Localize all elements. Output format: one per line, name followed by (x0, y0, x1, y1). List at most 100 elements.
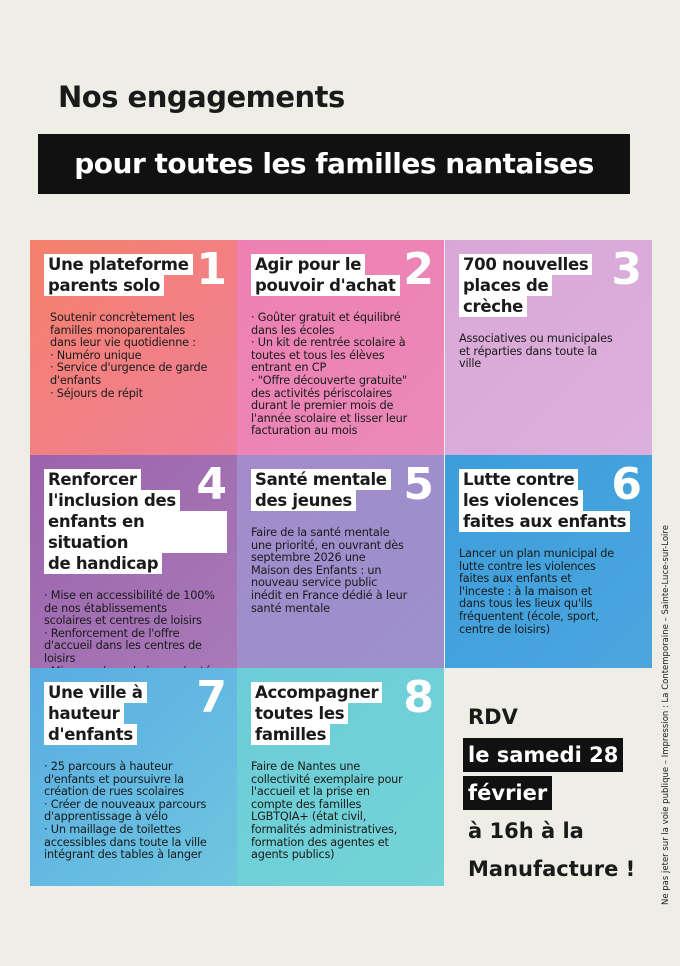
card-body-line: fréquentent (école, sport, (459, 609, 599, 623)
rdv: RDV le samedi 28 février à 16h à la Manufact… (463, 700, 640, 890)
card-body-line: scolaires et centres de loisirs (44, 614, 202, 628)
card-body-line: inédit en France dédié à leur (251, 588, 408, 602)
card-body-line: · Un maillage de toilettes (44, 822, 181, 836)
card-body-line: centre de loisirs) (459, 622, 550, 636)
rdv-line: le samedi 28 (463, 738, 624, 772)
card-body-line: · Séjours de répit (50, 386, 143, 400)
card-title-line: 700 nouvelles (459, 254, 593, 275)
card-body-line: toutes et tous les élèves (251, 348, 385, 362)
card: 2 Agir pour le pouvoir d'achat · Goûter gra… (237, 240, 444, 455)
card-body-line: faites aux enfants et (459, 572, 572, 586)
card-body-line: Soutenir concrètement les (50, 311, 195, 324)
card-body-line: · Mise en place de jeux adaptés (44, 665, 227, 668)
card-title-line: places de (459, 275, 553, 296)
card-title-line: Une plateforme (44, 254, 193, 275)
card-number: 8 (403, 672, 434, 723)
card-body-line: Associatives ou municipales (459, 332, 613, 345)
card-body-line: ville (459, 357, 482, 371)
card: 1 Une plateforme parents solo Soutenir conc… (30, 240, 237, 455)
card-title-line: toutes les (251, 703, 349, 724)
card-title-line: l'inclusion des (44, 490, 180, 511)
card: 5 Santé mentale des jeunes Faire de la sant… (237, 455, 444, 668)
card: 3 700 nouvelles places de crèche Associative… (445, 240, 652, 455)
rdv-line: février (463, 776, 553, 810)
card-body-line: d'enfants (50, 373, 101, 387)
card-body: · Goûter gratuit et équilibré dans les éc… (251, 311, 434, 438)
card-body-line: lutte contre les violences (459, 559, 596, 573)
card: 4 Renforcer l'inclusion des enfants en situ… (30, 455, 237, 668)
card: 6 Lutte contre les violences faites aux enf… (445, 455, 652, 668)
card-number: 2 (403, 244, 434, 295)
card-number: 7 (196, 672, 227, 723)
card-number: 4 (196, 459, 227, 510)
card-title-line: d'enfants (44, 724, 137, 745)
card-body: · 25 parcours à hauteur d'enfants et pour… (44, 760, 227, 862)
card-body-line: loisirs (44, 651, 76, 665)
card-body-line: Lancer un plan municipal de (459, 547, 615, 560)
card-body-line: Maison des Enfants : un (251, 563, 382, 577)
card-body-line: santé mentale (251, 601, 330, 615)
card-title-line: enfants en situation (44, 511, 227, 553)
card-title-line: Santé mentale (251, 469, 391, 490)
card-body-line: durant le premier mois de (251, 399, 394, 413)
card-title-line: les violences (459, 490, 583, 511)
card-title: Une plateforme parents solo (44, 254, 227, 296)
card-title-line: Accompagner (251, 682, 383, 703)
card-title-line: Lutte contre (459, 469, 579, 490)
card-title-line: parents solo (44, 275, 165, 296)
rdv-line: RDV (468, 705, 518, 729)
card-body: Soutenir concrètement les familles monopa… (44, 311, 227, 400)
card-body-line: d'enfants et poursuivre la (44, 772, 184, 786)
card-body-line: dans les écoles (251, 323, 335, 337)
rdv-line: à 16h à la (468, 819, 584, 843)
footer: Ne pas jeter sur la voie publique – Impr… (661, 525, 671, 905)
card-body-line: · Créer de nouveaux parcours (44, 797, 207, 811)
card-title-line: pouvoir d'achat (251, 275, 400, 296)
card: 8 Accompagner toutes les familles Faire de N… (237, 668, 444, 886)
card-title-line: crèche (459, 296, 528, 317)
card-body: · Mise en accessibilité de 100% de nos ét… (44, 589, 227, 668)
card-title: 700 nouvelles places de crèche (459, 254, 642, 317)
card-body-line: agents publics) (251, 848, 335, 862)
title: Nos engagements (58, 80, 345, 114)
card-body-line: l'inceste : à la maison et (459, 584, 592, 598)
card-body-line: septembre 2026 une (251, 551, 366, 565)
card-body-line: dans tous les lieux qu'ils (459, 597, 593, 611)
card-body-line: et réparties dans toute la (459, 344, 598, 358)
card-body-line: · 25 parcours à hauteur (44, 760, 173, 773)
card-title: Renforcer l'inclusion des enfants en situa… (44, 469, 227, 574)
card-body: Faire de la santé mentale une priorité, e… (251, 526, 434, 615)
card-body-line: accessibles dans toute la ville (44, 835, 207, 849)
card-body-line: création de rues scolaires (44, 785, 184, 799)
card-body-line: LGBTQIA+ (état civil, (251, 810, 367, 824)
card-title-line: hauteur (44, 703, 124, 724)
card-body-line: compte des familles (251, 797, 362, 811)
card-body-line: une priorité, en ouvrant dès (251, 538, 404, 552)
card-body-line: · Numéro unique (50, 348, 142, 362)
card-body-line: Faire de la santé mentale (251, 526, 390, 539)
card-number: 1 (196, 244, 227, 295)
rdv-line: Manufacture ! (468, 857, 636, 881)
card-body-line: entrant en CP (251, 361, 327, 375)
subtitle: pour toutes les familles nantaises (38, 134, 630, 194)
card-body-line: dans leur vie quotidienne : (50, 336, 196, 350)
card-body-line: familles monoparentales (50, 323, 186, 337)
card-body-line: des activités périscolaires (251, 386, 392, 400)
card-title-line: Renforcer (44, 469, 141, 490)
card-title-line: faites aux enfants (459, 511, 631, 532)
card-number: 5 (403, 459, 434, 510)
card-body-line: · "Offre découverte gratuite" (251, 373, 408, 387)
card: 7 Une ville à hauteur d'enfants · 25 parcour… (30, 668, 237, 886)
card-title: Agir pour le pouvoir d'achat (251, 254, 434, 296)
card-title: Accompagner toutes les familles (251, 682, 434, 745)
card-body-line: · Service d'urgence de garde (50, 361, 208, 375)
card-body: Lancer un plan municipal de lutte contre … (459, 547, 642, 636)
card-body-line: formation des agentes et (251, 835, 389, 849)
card-body-line: de nos établissements (44, 601, 167, 615)
card-body-line: Faire de Nantes une (251, 760, 361, 773)
card-body-line: l'année scolaire et lisser leur (251, 411, 408, 425)
card-body: Faire de Nantes une collectivité exemplai… (251, 760, 434, 862)
card-title-line: de handicap (44, 553, 163, 574)
card-body-line: d'accueil dans les centres de (44, 639, 202, 653)
